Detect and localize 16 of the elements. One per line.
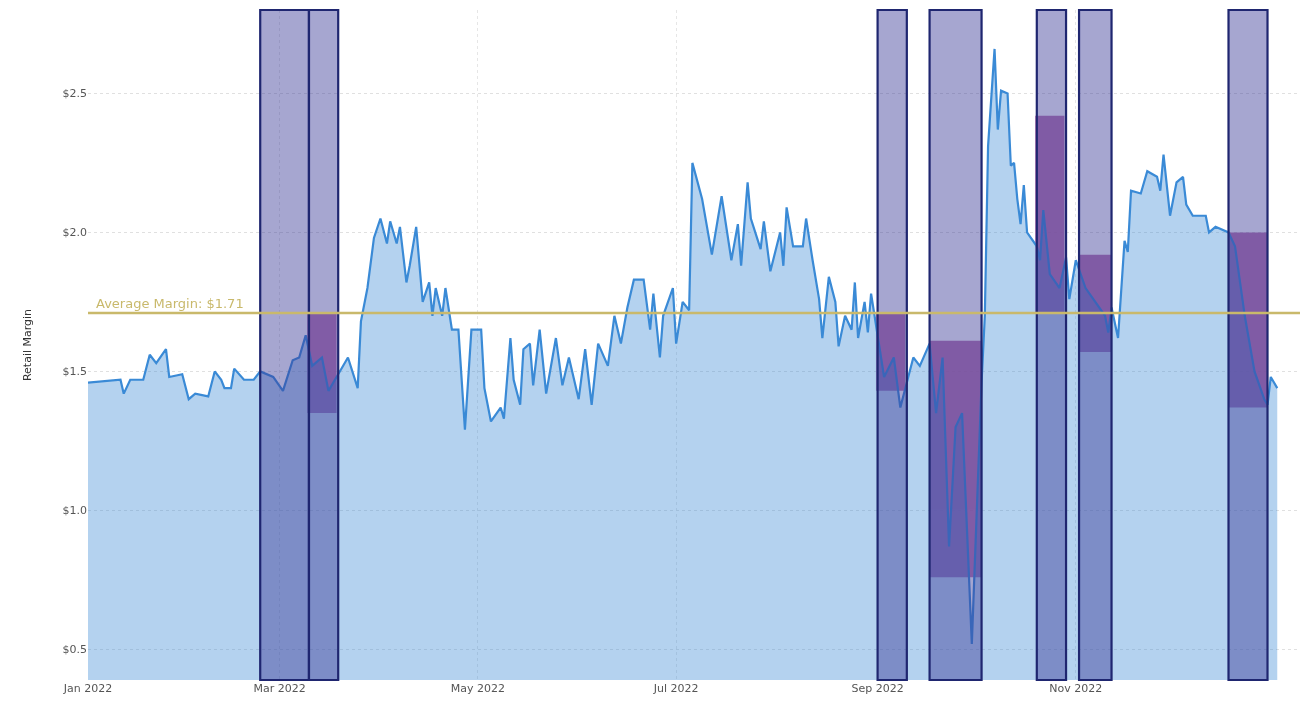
bar — [1035, 115, 1065, 314]
y-tick-label: $2.0 — [62, 226, 87, 240]
bar — [1079, 254, 1112, 352]
y-tick-label: $1.5 — [62, 365, 87, 379]
x-tick-label: Jul 2022 — [652, 682, 699, 695]
y-tick-label: $1.0 — [62, 504, 87, 518]
x-tick-label: May 2022 — [450, 682, 506, 695]
y-axis-title: Retail Margin — [21, 308, 35, 382]
ref-line-label: Average Margin: $1.71 — [96, 296, 244, 311]
y-tick-label: $0.5 — [62, 643, 87, 657]
x-tick-label: Jan 2022 — [62, 682, 113, 695]
bar — [307, 313, 337, 414]
x-tick-label: Nov 2022 — [1049, 682, 1103, 695]
y-tick-label: $2.5 — [62, 87, 87, 101]
x-tick-label: Sep 2022 — [851, 682, 904, 695]
x-tick-label: Mar 2022 — [253, 682, 306, 695]
